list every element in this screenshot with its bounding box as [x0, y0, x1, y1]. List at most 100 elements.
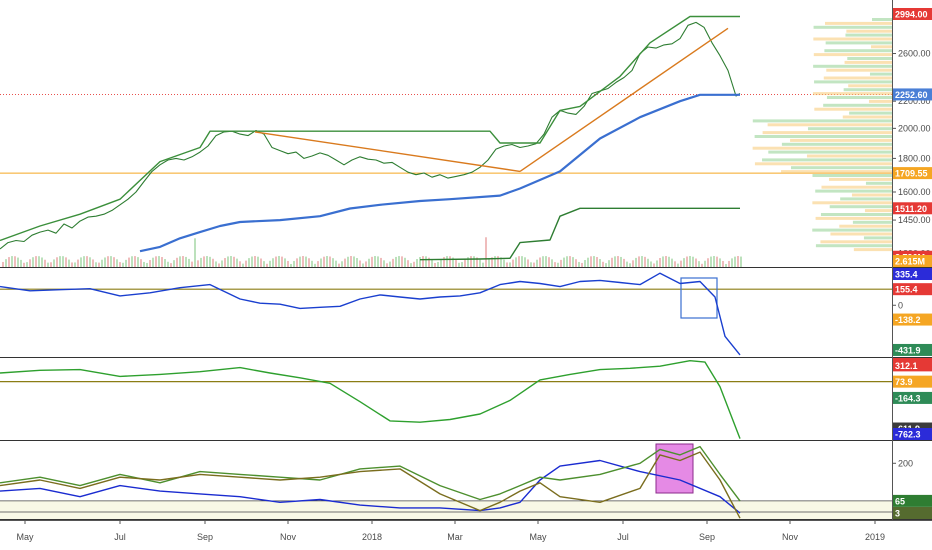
x-tick-label: Sep: [197, 532, 213, 542]
volume-bar: [548, 257, 550, 267]
volume-bar: [77, 259, 79, 267]
volume-profile-bar: [825, 21, 892, 25]
volume-bar: [296, 258, 298, 267]
volume-bar: [458, 262, 460, 267]
volume-bar: [50, 262, 52, 267]
volume-bar: [668, 256, 670, 267]
y-tick-label: 2200.00: [898, 96, 931, 106]
volume-bar: [224, 258, 226, 267]
x-tick-label: Mar: [447, 532, 463, 542]
volume-bar: [437, 261, 439, 267]
volume-profile-bar: [752, 119, 892, 123]
volume-bar: [692, 256, 694, 267]
volume-bar: [689, 256, 691, 267]
volume-bar: [101, 259, 103, 267]
volume-bar: [323, 256, 325, 267]
price-badge: [892, 507, 932, 519]
price-badge: [892, 8, 932, 20]
volume-bar: [578, 261, 580, 267]
series-oscillator_2-signal: [0, 360, 741, 439]
volume-bar: [314, 263, 316, 267]
price-badge-label: 2.615M: [895, 257, 925, 267]
price-badge: [892, 359, 932, 372]
panel-oscillator_1: [0, 272, 932, 358]
y-tick-label: 2000.00: [898, 123, 931, 133]
volume-bar: [215, 261, 217, 267]
volume-bar: [74, 262, 76, 267]
volume-bar: [284, 258, 286, 267]
price-badge-label: -164.3: [895, 393, 921, 403]
volume-bar: [347, 256, 349, 267]
volume-bar: [134, 256, 136, 267]
volume-bar: [425, 256, 427, 267]
volume-bar: [248, 258, 250, 267]
volume-bar: [500, 257, 502, 267]
volume-bar: [2, 261, 4, 267]
volume-bar: [710, 256, 712, 267]
volume-bar: [371, 256, 373, 267]
volume-bar: [227, 256, 229, 267]
volume-profile-bar: [829, 205, 892, 209]
volume-profile-bar: [864, 209, 892, 213]
volume-profile-bar: [812, 228, 892, 232]
volume-profile-bar: [848, 84, 892, 88]
volume-bar: [572, 257, 574, 267]
volume-bar: [23, 262, 25, 267]
volume-profile-bar: [826, 96, 892, 99]
volume-bar: [740, 256, 742, 267]
volume-bar: [431, 260, 433, 267]
volume-bar: [263, 261, 265, 267]
volume-bar: [206, 256, 208, 267]
volume-bar: [53, 259, 55, 267]
volume-bar: [596, 257, 598, 267]
price-badge: [892, 313, 932, 326]
x-tick-label: 2019: [865, 532, 885, 542]
price-badge: [892, 268, 932, 280]
x-tick-label: Jul: [617, 532, 629, 542]
volume-profile-bar: [813, 37, 892, 41]
volume-bar: [413, 261, 415, 267]
volume-bar: [731, 258, 733, 267]
volume-bar: [422, 256, 424, 267]
volume-bar: [212, 258, 214, 267]
volume-bar: [659, 258, 661, 267]
y-tick-label: 1800.00: [898, 153, 931, 163]
volume-bar: [482, 262, 484, 267]
volume-bar: [707, 258, 709, 267]
volume-bar: [536, 259, 538, 267]
volume-bar: [365, 261, 367, 267]
volume-bar: [470, 256, 472, 267]
series-oscillator_1-signal: [0, 272, 741, 356]
price-badge: [892, 343, 932, 356]
volume-bar: [350, 256, 352, 267]
panel-price: [0, 15, 932, 268]
volume-bar: [311, 260, 313, 267]
series-price-trend_down: [254, 131, 521, 173]
volume-bar: [632, 260, 634, 267]
volume-bar: [518, 256, 520, 267]
volume-bar: [233, 256, 235, 267]
volume-profile-bar: [790, 138, 892, 142]
volume-bar: [83, 256, 85, 267]
volume-profile-bar: [826, 68, 892, 72]
volume-bar: [56, 257, 58, 267]
price-badge-label: 3: [895, 509, 900, 519]
volume-bar: [113, 257, 115, 267]
volume-profile-bar: [853, 248, 892, 252]
volume-bar: [242, 263, 244, 267]
volume-bar: [494, 256, 496, 267]
volume-bar: [230, 256, 232, 267]
volume-bar: [35, 256, 37, 267]
volume-bar: [551, 259, 553, 267]
y-tick-label: 1600.00: [898, 187, 931, 197]
volume-bar: [521, 256, 523, 267]
volume-bar: [176, 257, 178, 267]
volume-bar: [92, 259, 94, 267]
volume-bar: [407, 260, 409, 267]
volume-profile-bar: [870, 45, 892, 49]
volume-bar: [401, 256, 403, 267]
volume-profile-bar: [828, 177, 892, 181]
price-badge: [892, 255, 932, 267]
volume-bar: [527, 259, 529, 267]
volume-bar: [161, 257, 163, 267]
